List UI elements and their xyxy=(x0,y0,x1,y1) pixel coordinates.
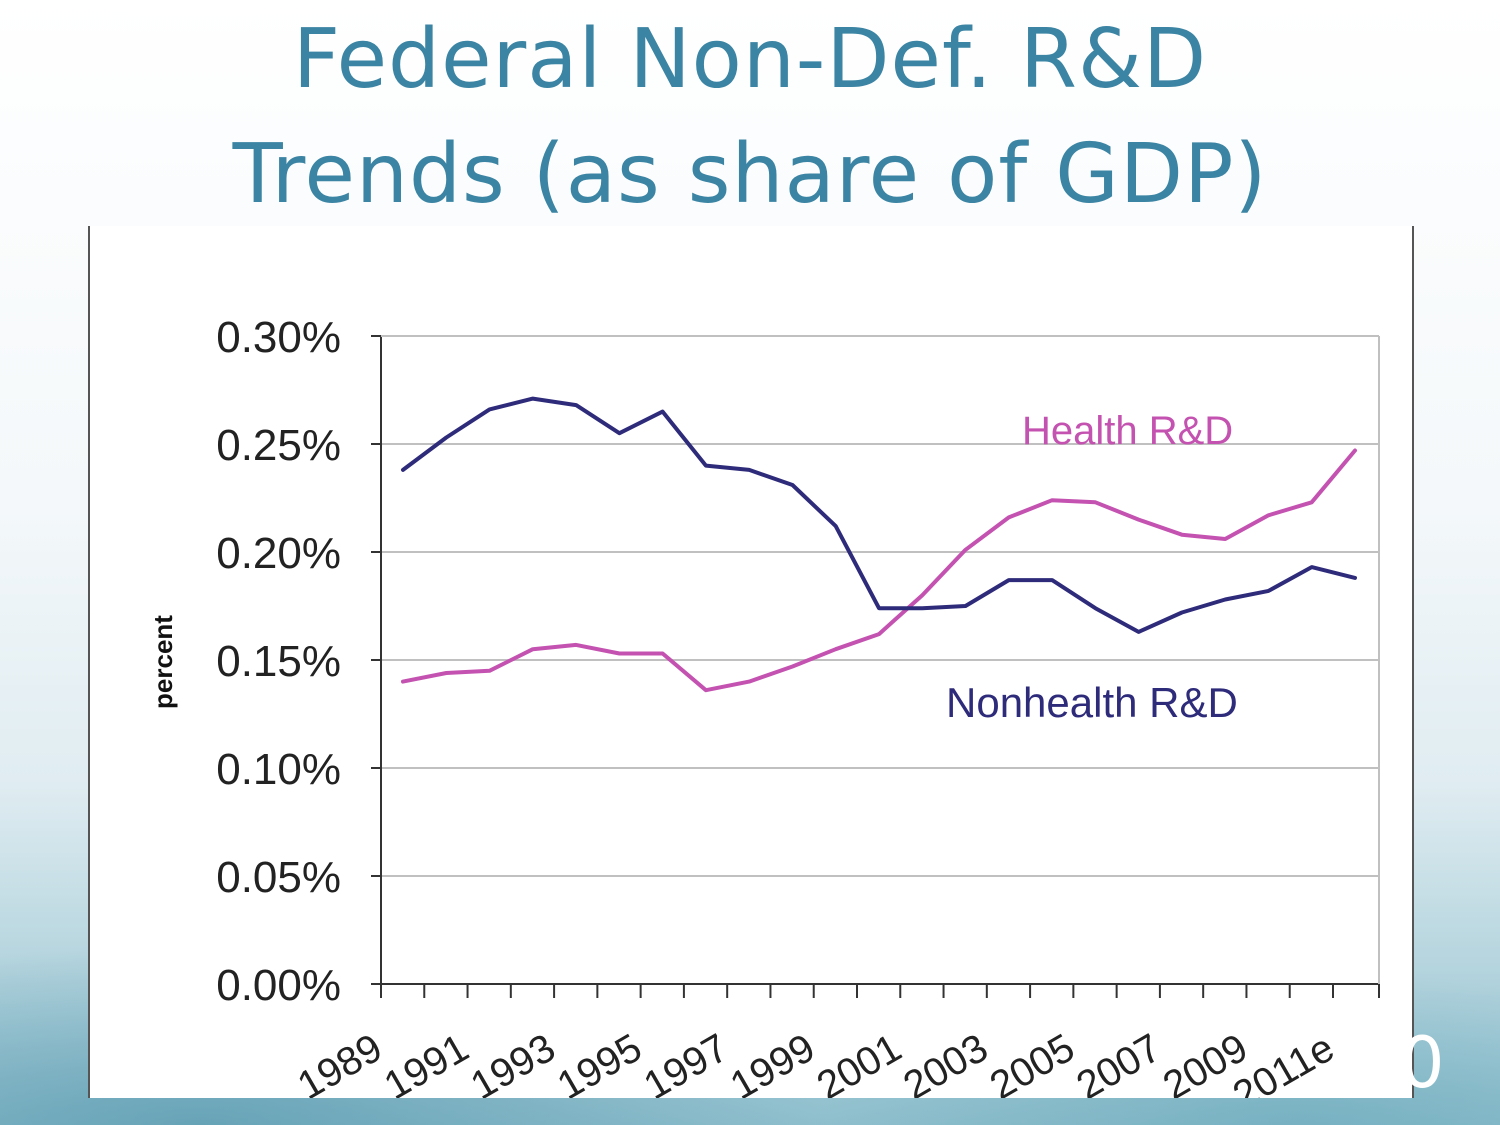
x-tick-label: 2001 xyxy=(810,1026,909,1098)
slide-title-line-2: Trends (as share of GDP) xyxy=(232,127,1268,222)
series-line-health xyxy=(401,448,1357,693)
axes xyxy=(371,335,1380,998)
y-tick-label: 0.25% xyxy=(216,421,341,470)
series-lines xyxy=(401,396,1357,693)
series-line-nonhealth xyxy=(401,396,1357,634)
y-tick-labels: 0.00% 0.05% 0.10% 0.15% 0.20% 0.25% 0.30% xyxy=(216,313,341,1010)
series-label-nonhealth: Nonhealth R&D xyxy=(946,679,1238,726)
slide-title-line-1: Federal Non-Def. R&D xyxy=(292,12,1208,107)
y-axis-label: percent xyxy=(148,615,178,709)
x-tick-label: 2003 xyxy=(896,1026,995,1098)
line-chart: 0.00% 0.05% 0.10% 0.15% 0.20% 0.25% 0.30% 1989… xyxy=(148,313,1380,1098)
x-tick-label: 1991 xyxy=(377,1026,476,1098)
y-tick-label: 0.30% xyxy=(216,313,341,362)
x-tick-label: 1997 xyxy=(637,1026,736,1098)
x-tick-labels: 1989199119931995199719992001200320052007… xyxy=(290,1026,1341,1098)
x-tick-label: 2007 xyxy=(1069,1026,1168,1098)
y-tick-label: 0.15% xyxy=(216,637,341,686)
y-tick-label: 0.05% xyxy=(216,853,341,902)
series-label-health: Health R&D xyxy=(1022,409,1233,453)
y-tick-label: 0.10% xyxy=(216,745,341,794)
slide-number: 0 xyxy=(1400,1022,1445,1104)
x-tick-label: 1993 xyxy=(464,1026,563,1098)
y-tick-label: 0.00% xyxy=(216,961,341,1010)
y-tick-label: 0.20% xyxy=(216,529,341,578)
chart-panel: 0.00% 0.05% 0.10% 0.15% 0.20% 0.25% 0.30% 1989… xyxy=(88,226,1414,1098)
x-tick-label: 2005 xyxy=(983,1026,1082,1098)
x-tick-label: 1999 xyxy=(723,1026,822,1098)
x-tick-label: 1989 xyxy=(290,1026,389,1098)
x-tick-label: 1995 xyxy=(550,1026,649,1098)
